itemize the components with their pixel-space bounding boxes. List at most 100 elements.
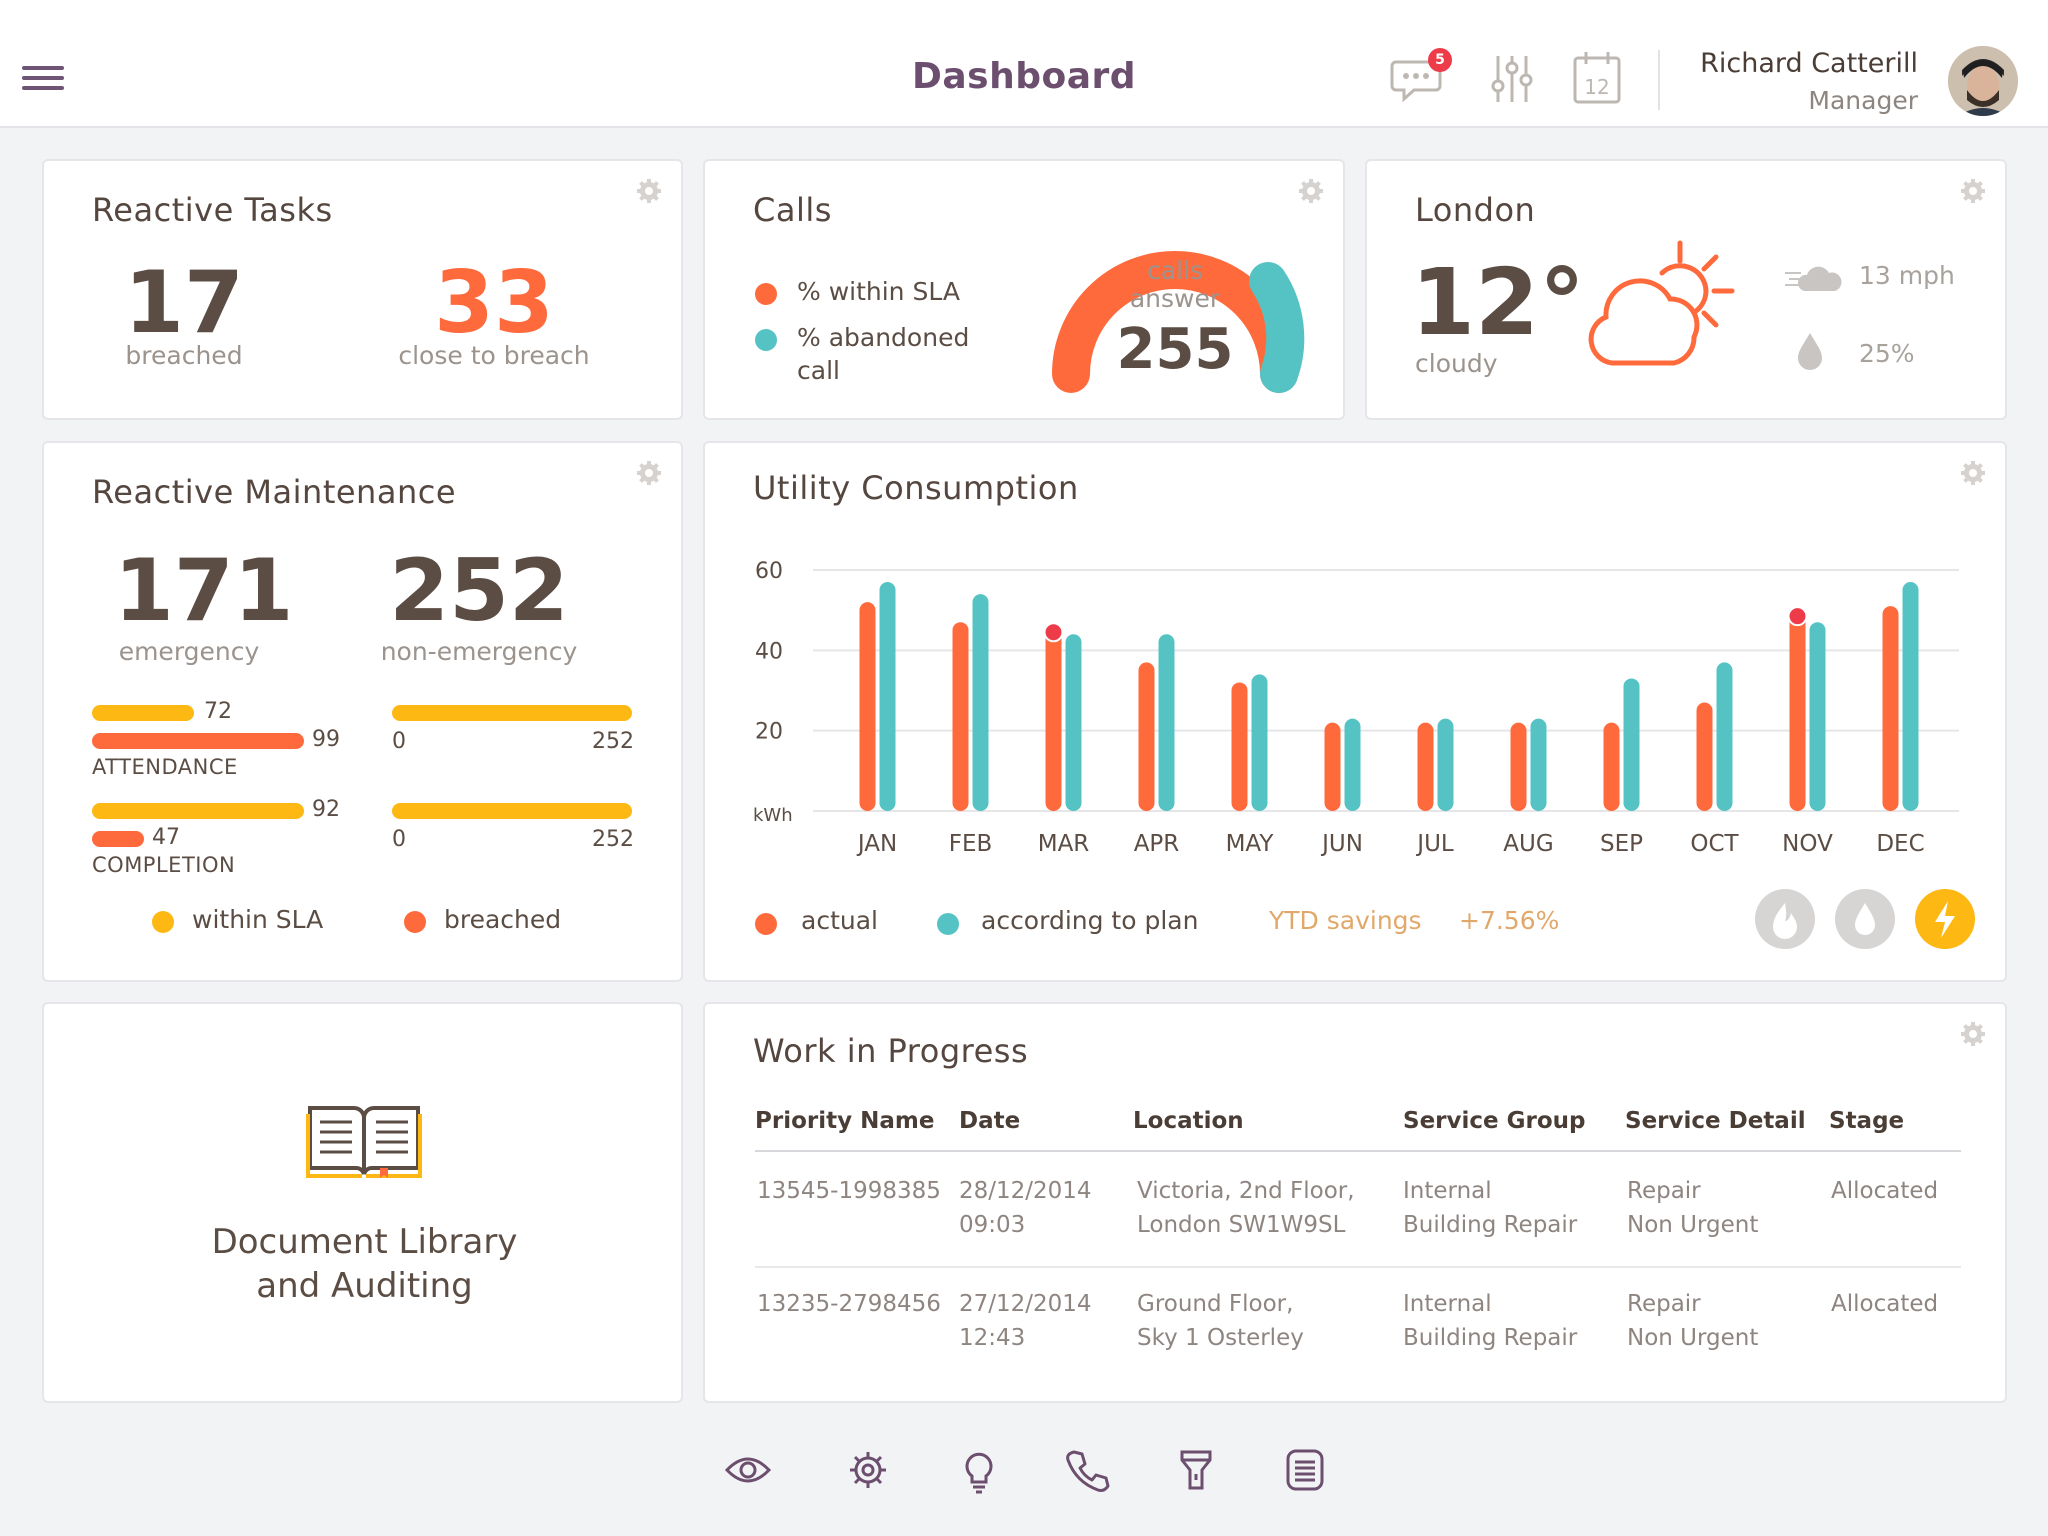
breached-dot [404, 911, 426, 933]
abandoned-dot [755, 329, 777, 351]
bar-plan [1065, 634, 1082, 811]
row-divider [755, 1266, 1961, 1268]
highlight-marker [1043, 622, 1064, 643]
settings-icon[interactable] [844, 1446, 892, 1494]
x-tick-label: NOV [1782, 831, 1833, 857]
table-header-divider [755, 1150, 1961, 1152]
ytd-value: +7.56% [1459, 906, 1560, 935]
col-date[interactable]: Date [959, 1108, 1021, 1134]
bar-plan [1437, 718, 1454, 811]
row-location-2: London SW1W9SL [1137, 1212, 1346, 1238]
attendance-breached-value: 99 [312, 727, 340, 752]
book-icon [306, 1106, 422, 1178]
bar-actual [1417, 722, 1434, 811]
maintenance-title: Reactive Maintenance [92, 473, 456, 511]
bar-plan [1623, 678, 1640, 811]
phone-icon[interactable] [1064, 1446, 1112, 1494]
col-priority[interactable]: Priority Name [755, 1108, 935, 1134]
utility-card: Utility Consumption 20 40 60 kWh JAN FEB MAR AP… [703, 441, 2007, 982]
col-service-detail[interactable]: Service Detail [1625, 1108, 1806, 1134]
ytd-label: YTD savings [1269, 906, 1422, 935]
gas-filter-button[interactable] [1755, 889, 1815, 949]
list-document-icon[interactable] [1281, 1446, 1329, 1494]
non-emergency-value: 252 [389, 541, 569, 641]
actual-dot [755, 913, 777, 935]
row-location-2: Sky 1 Osterley [1137, 1325, 1304, 1351]
gauge-abandoned-arc [1249, 262, 1305, 393]
col-stage[interactable]: Stage [1829, 1108, 1905, 1134]
calls-gauge [1052, 251, 1305, 393]
bar-plan [1530, 718, 1547, 811]
bar-plan [1158, 634, 1175, 811]
attendance-ne-max: 252 [592, 729, 634, 754]
row-group-1: Internal [1403, 1178, 1492, 1204]
bar-actual [1138, 662, 1155, 811]
user-name[interactable]: Richard Catterill [1700, 48, 1918, 79]
avatar[interactable] [1948, 46, 2018, 116]
x-tick-label: SEP [1600, 831, 1643, 857]
bar-plan [972, 594, 989, 811]
wind-icon [1785, 266, 1842, 291]
row-time: 09:03 [959, 1212, 1026, 1238]
messages-badge: 5 [1428, 48, 1452, 72]
settings-gear-icon[interactable] [1959, 459, 1987, 487]
bar-plan [1716, 662, 1733, 811]
electricity-filter-button[interactable] [1915, 889, 1975, 949]
messages-icon[interactable]: 5 [1390, 48, 1452, 106]
bar-actual [1882, 606, 1899, 811]
reactive-tasks-title: Reactive Tasks [92, 191, 333, 229]
eye-icon[interactable] [724, 1446, 772, 1494]
humidity-icon [1798, 333, 1822, 370]
calendar-day: 12 [1584, 75, 1609, 99]
bar-plan [1344, 718, 1361, 811]
settings-gear-icon[interactable] [1959, 1020, 1987, 1048]
col-location[interactable]: Location [1133, 1108, 1244, 1134]
attendance-breached-bar [92, 733, 304, 749]
page-title: Dashboard [911, 56, 1137, 97]
bar-plan [1809, 622, 1826, 811]
document-library-card[interactable]: Document Library and Auditing [42, 1002, 683, 1403]
attendance-label: ATTENDANCE [92, 755, 238, 779]
gauge-label-line1: calls [1147, 256, 1203, 285]
calendar-icon[interactable]: 12 [1572, 50, 1622, 106]
x-tick-label: FEB [949, 831, 993, 857]
attendance-within-bar [92, 705, 194, 721]
bar-actual [1324, 722, 1341, 811]
row-stage: Allocated [1831, 1291, 1939, 1317]
settings-gear-icon[interactable] [1297, 177, 1325, 205]
flashlight-icon[interactable] [1172, 1446, 1220, 1494]
row-detail-2: Non Urgent [1627, 1325, 1759, 1351]
attendance-within-value: 72 [204, 699, 232, 724]
user-role: Manager [1808, 86, 1918, 115]
work-in-progress-card: Work in Progress Priority Name Date Loca… [703, 1002, 2007, 1403]
x-tick-label: AUG [1503, 831, 1553, 857]
col-service-group[interactable]: Service Group [1403, 1108, 1586, 1134]
row-detail-2: Non Urgent [1627, 1212, 1759, 1238]
abandoned-legend-line1: % abandoned [797, 323, 970, 352]
gauge-value: 255 [1116, 317, 1234, 382]
within-sla-dot [152, 911, 174, 933]
breached-label: breached [125, 341, 243, 370]
x-tick-label: MAY [1226, 831, 1275, 857]
settings-gear-icon[interactable] [1959, 177, 1987, 205]
within-sla-legend: within SLA [192, 905, 324, 934]
close-to-breach-value: 33 [434, 253, 554, 353]
row-time: 12:43 [959, 1325, 1026, 1351]
y-tick-label: 60 [755, 559, 783, 584]
lightbulb-icon[interactable] [955, 1446, 1003, 1494]
completion-label: COMPLETION [92, 853, 236, 877]
highlight-marker [1787, 606, 1808, 627]
settings-gear-icon[interactable] [635, 459, 663, 487]
row-date: 28/12/2014 [959, 1178, 1092, 1204]
settings-gear-icon[interactable] [635, 177, 663, 205]
bar-actual [1045, 630, 1062, 811]
menu-icon[interactable] [22, 66, 64, 94]
completion-ne-max: 252 [592, 827, 634, 852]
y-tick-label: 20 [755, 720, 783, 745]
breached-legend: breached [444, 905, 562, 934]
water-filter-button[interactable] [1835, 889, 1895, 949]
attendance-ne-min: 0 [392, 729, 406, 754]
row-priority: 13545-1998385 [757, 1178, 941, 1204]
filters-icon[interactable] [1490, 50, 1534, 106]
lightning-icon [1935, 901, 1955, 938]
